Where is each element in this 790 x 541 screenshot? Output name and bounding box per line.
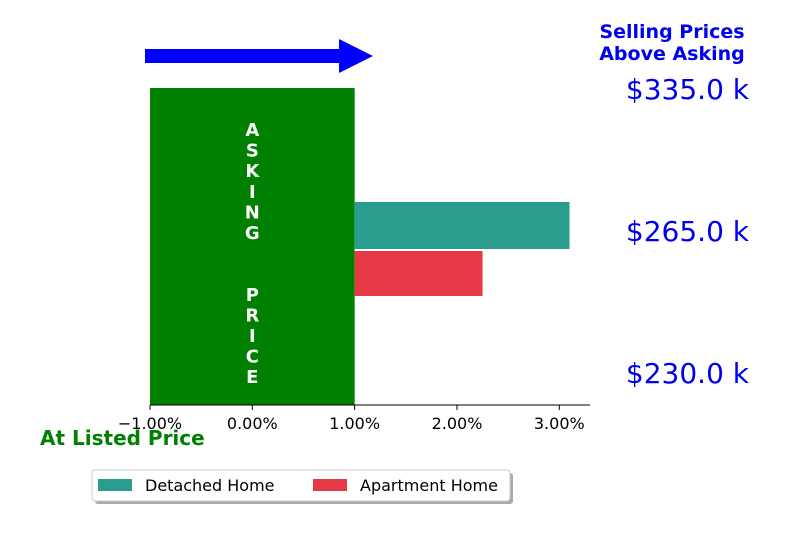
x-tick-label: 2.00% [432,414,483,433]
legend-swatch-detached [98,479,132,491]
price-label-middle: $265.0 k [626,215,750,248]
x-tick-label: 3.00% [534,414,585,433]
legend-label-apartment: Apartment Home [360,476,498,495]
bar-detached-home [354,202,570,249]
at-listed-price-label: At Listed Price [40,426,205,450]
price-label-top: $335.0 k [626,73,750,106]
annotation-line-2: Above Asking [599,43,745,65]
x-axis-ticks: −1.00% 0.00% 1.00% 2.00% 3.00% [118,405,585,433]
x-tick-label: 0.00% [227,414,278,433]
legend: Detached Home Apartment Home [91,469,513,504]
legend-label-detached: Detached Home [145,476,275,495]
x-tick-label: −1.00% [118,414,182,433]
legend-box [91,469,511,502]
asking-price-band [150,88,355,405]
x-tick-label: 1.00% [329,414,380,433]
annotation-line-1: Selling Prices [599,21,744,43]
price-label-bottom: $230.0 k [626,357,750,390]
bar-apartment-home [354,251,483,296]
direction-arrow-icon [145,39,373,73]
legend-swatch-apartment [313,479,347,491]
